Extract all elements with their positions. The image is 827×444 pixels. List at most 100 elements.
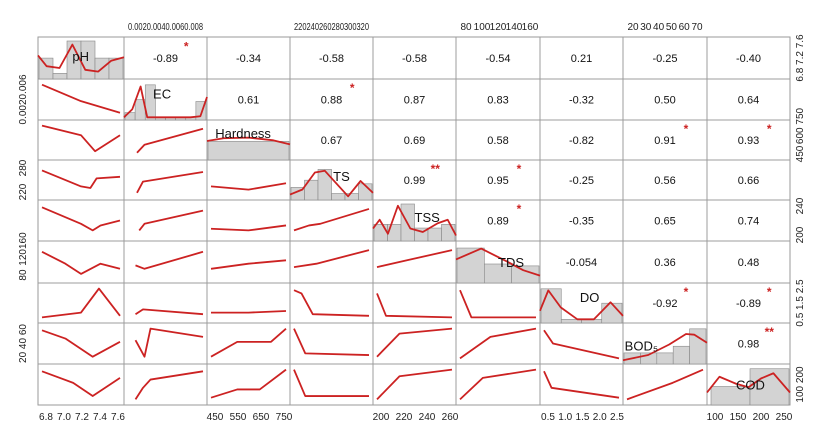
correlation-value: 0.36 xyxy=(654,257,675,269)
significance-marker: * xyxy=(767,285,772,299)
x-tick-label-bottom: 650 xyxy=(253,412,270,423)
y-tick-label-left: 280 xyxy=(18,159,29,176)
panel-border xyxy=(622,363,708,406)
correlation-value: -0.34 xyxy=(236,53,261,65)
x-tick-label-bottom: 240 xyxy=(419,412,436,423)
x-tick-label-top: 50 xyxy=(666,22,678,33)
fit-line xyxy=(210,327,287,358)
y-tick-label-left: 0.002 xyxy=(18,99,29,124)
correlation-value: 0.87 xyxy=(404,95,425,107)
y-tick-label-right: 100 200 xyxy=(795,366,806,403)
histogram-bar xyxy=(441,224,456,242)
correlation-value: 0.91 xyxy=(654,135,675,147)
x-tick-label-bottom: 0.5 xyxy=(541,412,555,423)
correlation-value: -0.32 xyxy=(569,95,594,107)
panel-border xyxy=(123,199,208,242)
correlation-value: 0.67 xyxy=(321,135,342,147)
correlation-value: 0.61 xyxy=(238,95,259,107)
fit-line xyxy=(626,368,704,401)
panel-border xyxy=(206,282,291,324)
y-tick-label-left: 0.006 xyxy=(18,74,29,99)
histogram-bar xyxy=(144,84,156,121)
density-curve xyxy=(455,247,541,277)
significance-marker: ** xyxy=(431,162,441,176)
x-tick-label-top: 160 xyxy=(522,22,539,33)
x-tick-label-bottom: 450 xyxy=(207,412,224,423)
histogram-bar xyxy=(601,302,623,324)
fit-line xyxy=(459,368,537,401)
x-tick-label-top: 40 xyxy=(653,22,665,33)
fit-line xyxy=(293,328,370,356)
x-tick-label-bottom: 7.4 xyxy=(93,412,107,423)
significance-marker: * xyxy=(684,285,689,299)
fit-line xyxy=(293,289,370,317)
histogram-bar xyxy=(52,73,68,80)
x-tick-label-top: 70 xyxy=(691,22,703,33)
histogram-bar xyxy=(38,57,54,80)
correlation-value: -0.58 xyxy=(402,53,427,65)
correlation-value: 0.74 xyxy=(738,216,759,228)
fit-line xyxy=(376,327,453,358)
variable-label: BOD₅ xyxy=(625,339,658,354)
fit-line xyxy=(41,169,121,189)
significance-marker: * xyxy=(184,39,189,53)
panel-border xyxy=(539,363,624,406)
significance-marker: * xyxy=(517,162,522,176)
correlation-value: -0.35 xyxy=(569,216,594,228)
fit-line xyxy=(543,370,620,399)
x-tick-label-bottom: 750 xyxy=(276,412,293,423)
panel-border xyxy=(206,240,291,284)
panel-border xyxy=(206,199,291,242)
panel-border xyxy=(289,363,374,406)
variable-label: TSS xyxy=(415,210,441,225)
x-tick-label-bottom: 250 xyxy=(776,412,793,423)
correlation-value: 0.58 xyxy=(487,135,508,147)
fit-line xyxy=(210,224,287,232)
variable-label: DO xyxy=(580,290,600,305)
correlation-value: 0.95 xyxy=(487,175,508,187)
panel-border xyxy=(37,159,125,201)
x-tick-label-bottom: 7.2 xyxy=(75,412,89,423)
fit-line xyxy=(41,329,121,358)
x-tick-label-bottom: 260 xyxy=(442,412,459,423)
x-tick-label-top: 100 xyxy=(474,22,491,33)
panel-border xyxy=(289,322,374,365)
histogram-bar xyxy=(331,193,346,201)
fit-line xyxy=(376,368,453,400)
y-tick-label-right: 240 xyxy=(795,197,806,214)
correlation-value: -0.40 xyxy=(736,53,761,65)
histogram-bar xyxy=(373,224,388,242)
x-tick-label-bottom: 1.5 xyxy=(576,412,590,423)
panel-border xyxy=(206,363,291,406)
y-tick-label-right: 450 xyxy=(795,145,806,162)
x-tick-label-top: 220240260280300320 xyxy=(294,22,369,33)
y-tick-label-left: 220 xyxy=(18,183,29,200)
correlation-value: 0.98 xyxy=(738,339,759,351)
panel-border xyxy=(123,119,208,161)
fit-line xyxy=(293,208,370,232)
x-tick-label-top: 80 xyxy=(460,22,472,33)
x-tick-label-top: 30 xyxy=(640,22,652,33)
panel-border xyxy=(372,240,457,284)
correlation-value: 0.83 xyxy=(487,95,508,107)
fit-line xyxy=(210,259,287,270)
correlation-value: 0.48 xyxy=(738,257,759,269)
correlation-value: 0.99 xyxy=(404,175,425,187)
fit-line xyxy=(543,329,620,360)
fit-line xyxy=(376,249,453,268)
fit-line xyxy=(136,127,204,154)
correlation-value: 0.88 xyxy=(321,95,342,107)
histogram-bar xyxy=(207,140,290,161)
y-tick-label-left: 80 xyxy=(18,269,29,281)
correlation-value: -0.89 xyxy=(153,53,178,65)
x-tick-label-top: 20 xyxy=(627,22,639,33)
variable-label: TDS xyxy=(498,255,524,270)
histogram-bar xyxy=(108,57,124,80)
variable-label: EC xyxy=(153,86,171,101)
fit-line xyxy=(41,287,121,319)
correlation-value: -0.58 xyxy=(319,53,344,65)
panel-border xyxy=(37,199,125,242)
fit-line xyxy=(293,369,369,397)
fit-line xyxy=(211,310,287,314)
